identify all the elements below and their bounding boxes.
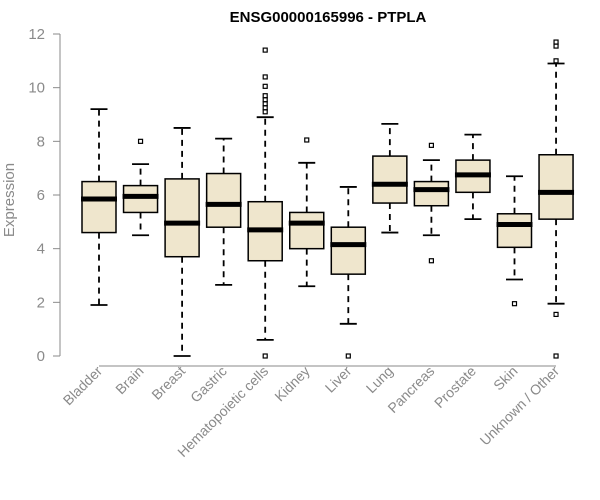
x-tick-label: Liver [322, 363, 355, 396]
outlier-point [553, 43, 559, 49]
outlier-point [262, 93, 268, 99]
x-tick-label: Brain [112, 363, 146, 397]
x-tick-label: Skin [490, 363, 521, 394]
outlier-point [345, 353, 351, 359]
outlier-point [262, 101, 268, 107]
outlier-point [262, 74, 268, 80]
y-tick-label: 10 [28, 80, 45, 97]
iqr-box [122, 184, 159, 214]
y-ticks: 0 2 4 6 8 10 12 [28, 26, 60, 365]
outlier-point [553, 58, 559, 64]
box-group [538, 39, 575, 359]
box-group [205, 137, 242, 286]
iqr-box [164, 178, 200, 258]
box-group [454, 133, 491, 221]
y-tick-label: 6 [37, 187, 45, 204]
box-group [496, 175, 533, 307]
outlier-point [511, 301, 518, 307]
box-group [288, 137, 325, 288]
x-tick-label: Kidney [271, 363, 313, 405]
y-tick-label: 4 [37, 241, 45, 258]
outlier-point [428, 258, 434, 264]
box-group [164, 127, 201, 357]
x-tick-label: Prostate [431, 363, 479, 411]
iqr-box [81, 180, 117, 234]
y-tick-label: 12 [28, 26, 45, 43]
iqr-box [413, 180, 450, 207]
x-tick-label: Bladder [60, 363, 106, 409]
iqr-box [330, 226, 367, 275]
outlier-point [262, 109, 268, 115]
outlier-point [262, 47, 268, 53]
y-tick-label: 0 [37, 348, 45, 365]
outlier-point [262, 353, 268, 359]
chart-title: ENSG00000165996 - PTPLA [230, 9, 427, 26]
box-group [247, 47, 284, 359]
iqr-box [496, 213, 533, 249]
y-tick-label: 2 [37, 294, 45, 311]
x-tick-label: Unknown / Other [477, 363, 563, 449]
outlier-point [428, 142, 434, 148]
outlier-point [553, 353, 559, 359]
box-group [330, 186, 367, 359]
outlier-point [262, 97, 268, 103]
x-tick-label: Breast [148, 363, 188, 403]
box-group [122, 138, 159, 237]
x-tick-label: Lung [363, 363, 396, 396]
boxes [81, 39, 575, 359]
box-group [371, 122, 408, 234]
outlier-point [137, 138, 144, 144]
y-tick-label: 8 [37, 133, 45, 150]
iqr-box [205, 172, 242, 228]
outlier-point [553, 311, 559, 318]
outlier-point [262, 83, 268, 89]
box-group [413, 142, 450, 264]
outlier-point [262, 105, 268, 111]
iqr-box [289, 211, 325, 250]
iqr-box [372, 155, 408, 204]
y-axis-label: Expression [1, 163, 18, 237]
outlier-point [304, 137, 310, 143]
iqr-box [538, 154, 574, 220]
outlier-point [553, 39, 559, 45]
box-group [81, 108, 117, 306]
